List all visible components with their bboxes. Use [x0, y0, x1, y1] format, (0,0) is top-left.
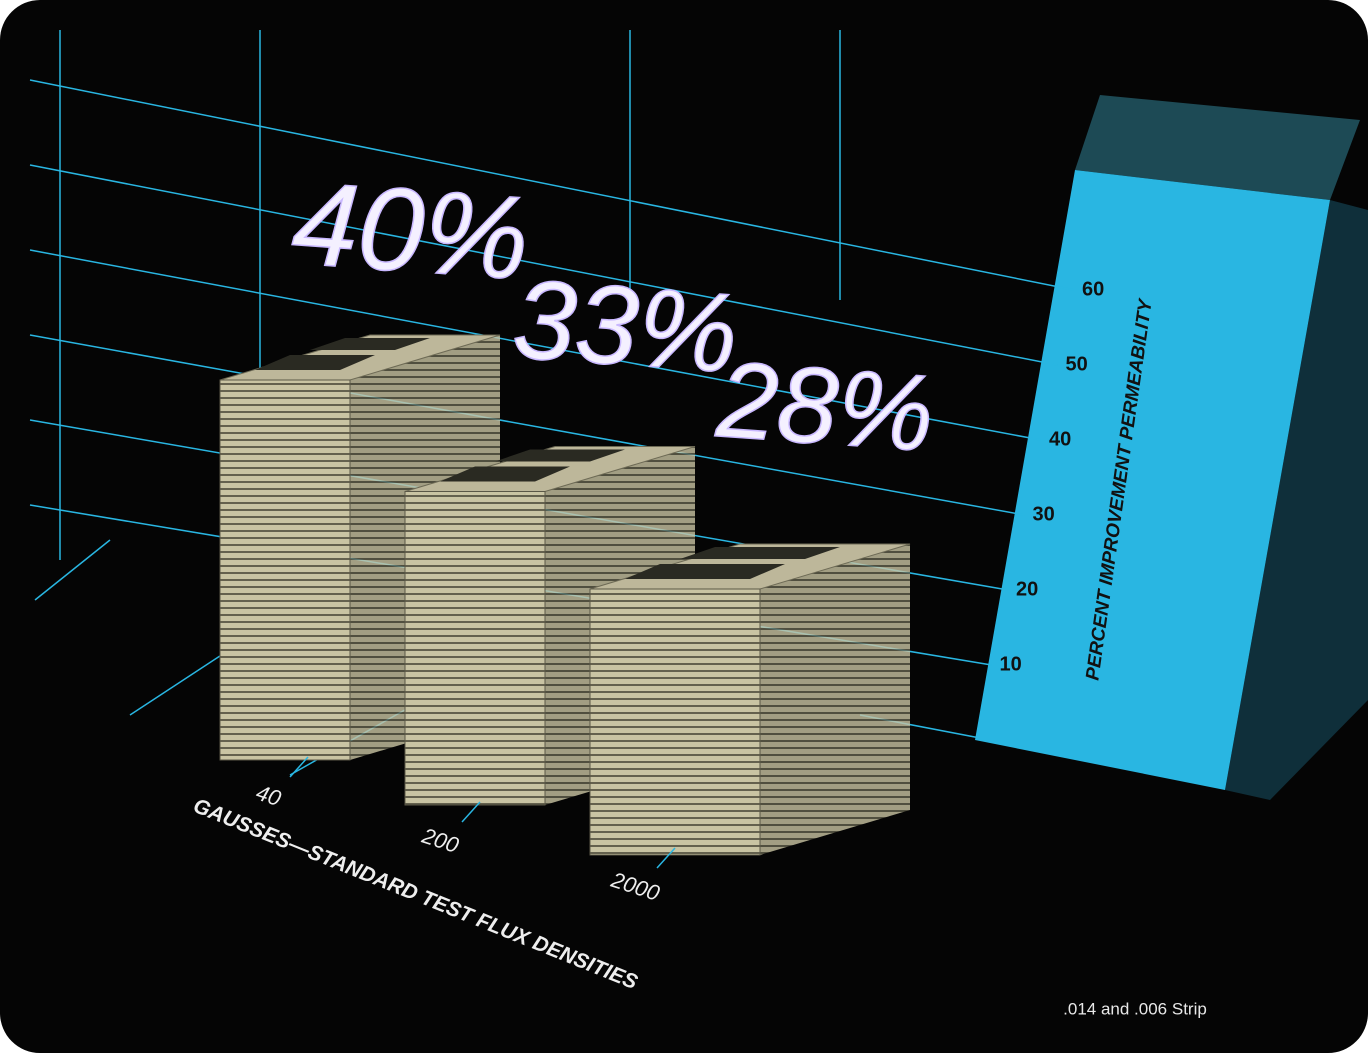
- x-tick: [461, 801, 481, 823]
- bar-top-hole: [625, 564, 785, 579]
- x-tick: [289, 756, 309, 778]
- value-label: 40%: [288, 157, 533, 305]
- bar-top-hole: [440, 466, 570, 482]
- grid-line: [29, 164, 1058, 366]
- bar-top-hole: [680, 547, 840, 559]
- value-label: 28%: [713, 338, 938, 474]
- bar-top-hole: [255, 355, 375, 370]
- bar: [404, 491, 546, 806]
- y-tick-label: 30: [1033, 503, 1055, 525]
- bar: [219, 379, 351, 761]
- grid-line: [29, 249, 1042, 441]
- note: .014 and .006 Strip: [1063, 999, 1207, 1018]
- axis-panel-side: [1225, 200, 1368, 800]
- axis-panel: [975, 170, 1330, 790]
- bar-top-hole: [495, 449, 625, 462]
- bar: [589, 588, 761, 856]
- floor-line: [34, 539, 111, 601]
- x-tick: [656, 847, 676, 869]
- y-tick-label: 40: [1049, 428, 1071, 450]
- bar-top-hole: [310, 338, 430, 350]
- y-tick-label: 50: [1066, 353, 1088, 375]
- axis-panel-top: [1075, 95, 1360, 200]
- grid-line: [29, 334, 1025, 516]
- y-tick-label: 60: [1082, 278, 1104, 300]
- value-label: 33%: [509, 256, 741, 396]
- grid-line: [29, 79, 1075, 291]
- y-tick-label: 20: [1016, 578, 1038, 600]
- y-tick-label: 10: [1000, 653, 1022, 675]
- bar-side: [760, 544, 910, 855]
